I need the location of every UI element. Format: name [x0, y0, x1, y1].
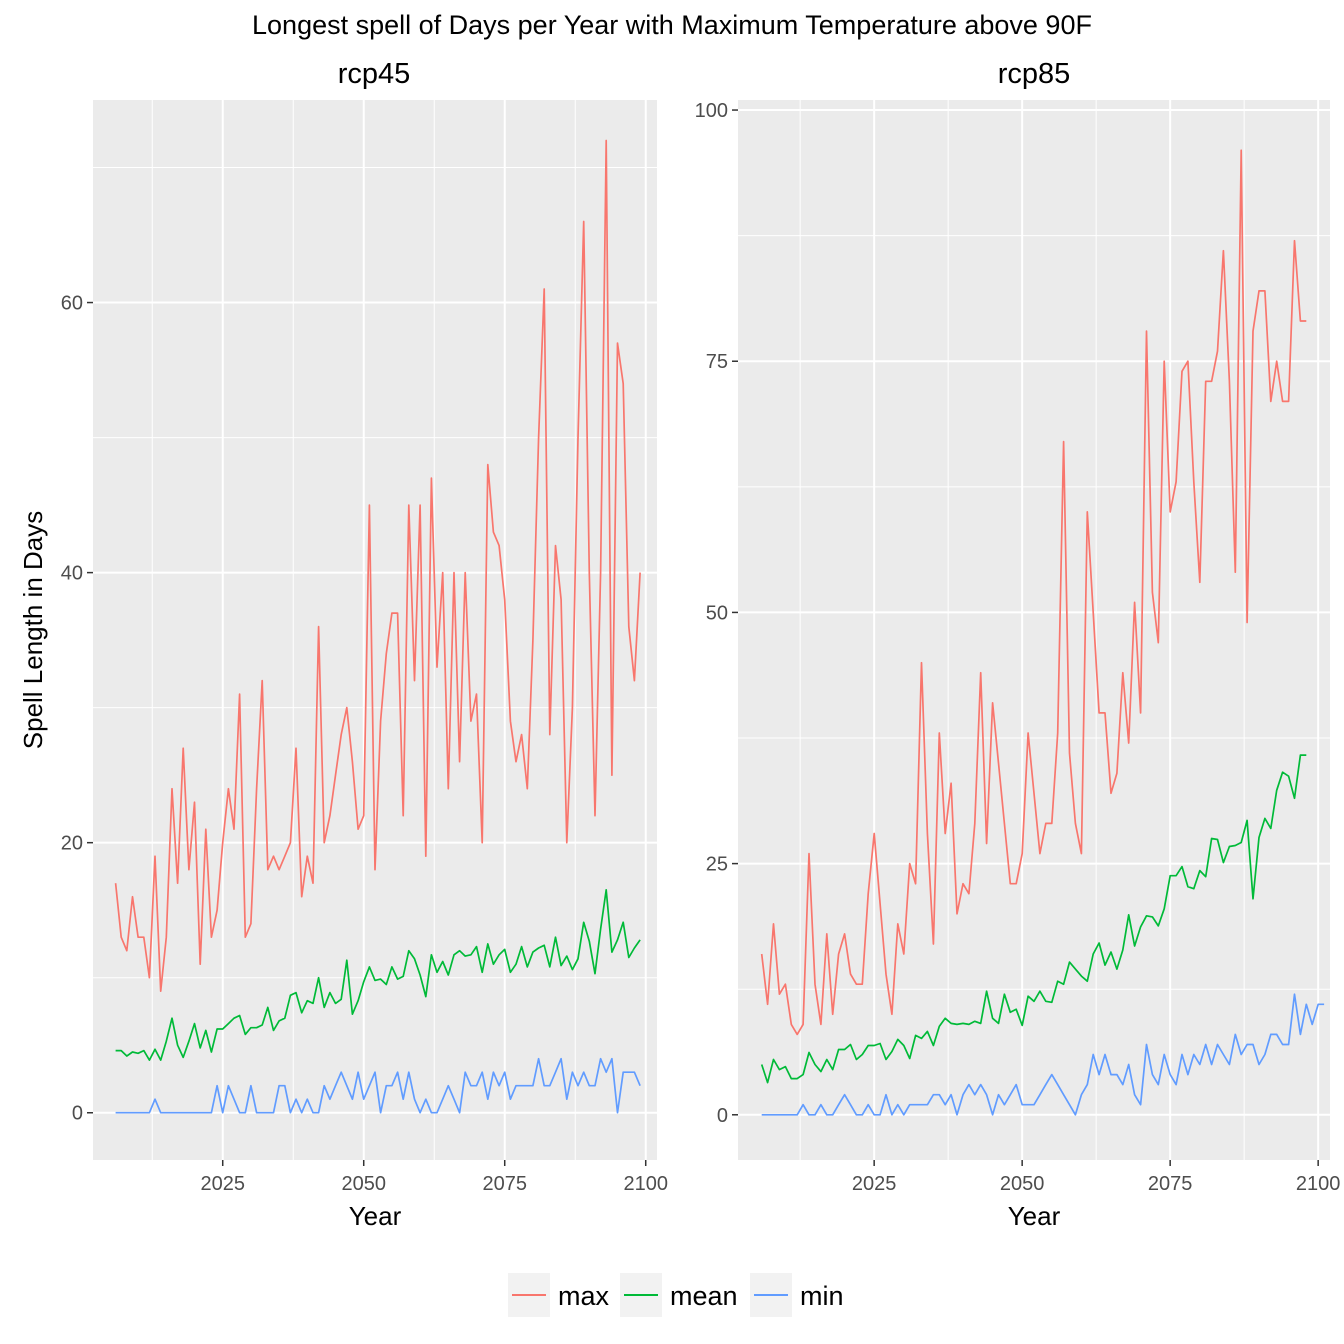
panel-background — [93, 100, 657, 1160]
y-tick-label: 25 — [706, 854, 728, 876]
panel-title-rcp45: rcp45 — [338, 58, 411, 90]
legend-label-min: min — [800, 1281, 844, 1311]
x-tick-label: 2025 — [200, 1173, 245, 1195]
chart-title: Longest spell of Days per Year with Maxi… — [252, 10, 1092, 40]
series-line-mean — [115, 889, 641, 1061]
y-tick-label: 100 — [695, 100, 728, 122]
legend: max mean min — [508, 1273, 844, 1317]
series-line-min — [761, 993, 1325, 1116]
series-line-mean — [760, 754, 1307, 1084]
y-tick-label: 60 — [61, 293, 83, 315]
x-tick-label: 2050 — [1000, 1173, 1045, 1195]
legend-label-max: max — [558, 1281, 610, 1311]
x-tick-label: 2075 — [482, 1173, 527, 1195]
panel-background — [738, 100, 1330, 1160]
series-line-max — [114, 139, 641, 993]
series-line-min — [115, 1057, 641, 1114]
panel-rcp45: rcp45 2025 2050 2075 2100 0 20 40 60 Year — [61, 58, 668, 1231]
panel-title-rcp85: rcp85 — [998, 58, 1071, 90]
y-axis-title: Spell Length in Days — [18, 511, 48, 749]
legend-label-mean: mean — [670, 1281, 738, 1311]
panel-rcp85: rcp85 2025 2050 2075 2100 0 25 50 75 100 Year — [695, 58, 1341, 1231]
y-tick-label: 0 — [72, 1103, 83, 1125]
y-tick-label: 40 — [61, 563, 83, 585]
y-tick-label: 50 — [706, 602, 728, 624]
x-axis-title: Year — [349, 1201, 402, 1231]
x-tick-label: 2100 — [1296, 1173, 1341, 1195]
y-tick-label: 75 — [706, 351, 728, 373]
x-axis-title: Year — [1008, 1201, 1061, 1231]
y-tick-label: 20 — [61, 833, 83, 855]
x-tick-label: 2075 — [1148, 1173, 1193, 1195]
x-tick-label: 2100 — [623, 1173, 668, 1195]
series-line-max — [760, 149, 1307, 1036]
x-tick-label: 2025 — [852, 1173, 897, 1195]
y-tick-label: 0 — [717, 1105, 728, 1127]
x-tick-label: 2050 — [341, 1173, 386, 1195]
